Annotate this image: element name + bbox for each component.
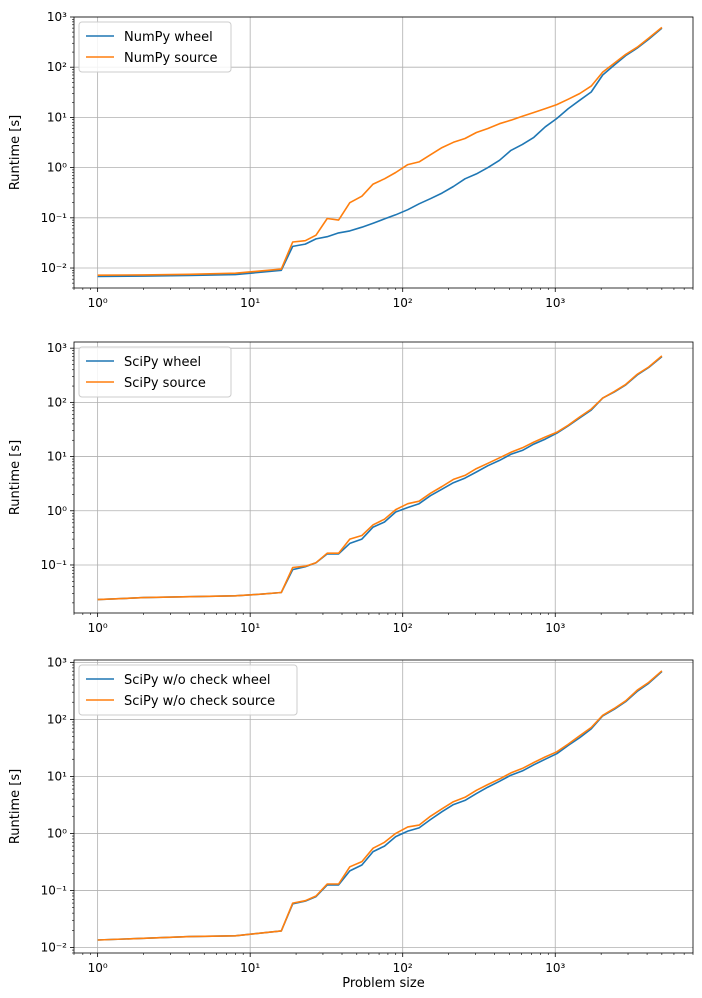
chart-panel-3: 10⁰ 10¹ 10² 10³ 10⁻² 10⁻¹ 10⁰ 10¹ 10² 10³ Runtime …	[8, 655, 694, 991]
y-tick-label: 10¹	[47, 450, 67, 464]
x-tick-label: 10²	[393, 961, 413, 975]
series-line-2	[97, 26, 663, 276]
series-line-2	[97, 355, 663, 601]
y-axis-title: Runtime [s]	[8, 115, 23, 190]
x-tick-label: 10⁰	[88, 296, 108, 310]
x-tick-label: 10⁰	[88, 961, 108, 975]
x-tick-label: 10¹	[240, 621, 260, 635]
x-tick-label: 10³	[545, 296, 565, 310]
x-tick-label: 10¹	[240, 961, 260, 975]
legend-label: SciPy w/o check wheel	[124, 673, 270, 688]
legend: SciPy wheel SciPy source	[78, 346, 232, 398]
y-tick-label: 10⁰	[47, 826, 67, 840]
series-line-2	[97, 670, 663, 941]
y-tick-label: 10⁰	[47, 161, 67, 175]
y-tick-label: 10³	[47, 10, 67, 24]
y-tick-label: 10¹	[47, 110, 67, 124]
legend-label: NumPy source	[124, 51, 217, 66]
series-line-1	[97, 27, 663, 278]
x-tick-label: 10³	[545, 961, 565, 975]
legend: SciPy w/o check wheel SciPy w/o check sou…	[78, 664, 298, 716]
plot-frame	[73, 341, 694, 614]
legend-box	[78, 21, 232, 73]
y-tick-label: 10¹	[47, 769, 67, 783]
chart-panel-1: 10⁰ 10¹ 10² 10³ 10⁻² 10⁻¹ 10⁰ 10¹ 10² 10³ Runtime …	[8, 10, 694, 310]
legend-label: NumPy wheel	[124, 30, 213, 45]
y-tick-label: 10²	[47, 395, 67, 409]
x-tick-label: 10¹	[240, 296, 260, 310]
y-tick-label: 10⁻²	[41, 261, 68, 275]
legend: NumPy wheel NumPy source	[78, 21, 232, 73]
y-tick-label: 10⁻²	[41, 940, 68, 954]
x-tick-label: 10³	[545, 621, 565, 635]
plot-frame	[73, 16, 694, 289]
chart-panel-2: 10⁰ 10¹ 10² 10³ 10⁻¹ 10⁰ 10¹ 10² 10³ Runtime [s] S…	[8, 341, 694, 635]
x-axis-title: Problem size	[342, 976, 425, 991]
plot-frame	[73, 659, 694, 954]
y-axis-title: Runtime [s]	[8, 769, 23, 844]
legend-label: SciPy w/o check source	[124, 694, 275, 709]
x-tick-label: 10⁰	[88, 621, 108, 635]
y-tick-label: 10³	[47, 655, 67, 669]
y-tick-label: 10⁰	[47, 504, 67, 518]
x-tick-label: 10²	[393, 621, 413, 635]
y-tick-label: 10³	[47, 341, 67, 355]
y-axis-title: Runtime [s]	[8, 440, 23, 515]
legend-label: SciPy wheel	[124, 355, 201, 370]
y-tick-label: 10²	[47, 712, 67, 726]
x-tick-label: 10²	[393, 296, 413, 310]
y-tick-label: 10⁻¹	[41, 558, 68, 572]
legend-label: SciPy source	[124, 376, 206, 391]
legend-box	[78, 664, 298, 716]
y-tick-label: 10⁻¹	[41, 211, 68, 225]
y-tick-label: 10²	[47, 60, 67, 74]
legend-box	[78, 346, 232, 398]
y-tick-label: 10⁻¹	[41, 883, 68, 897]
